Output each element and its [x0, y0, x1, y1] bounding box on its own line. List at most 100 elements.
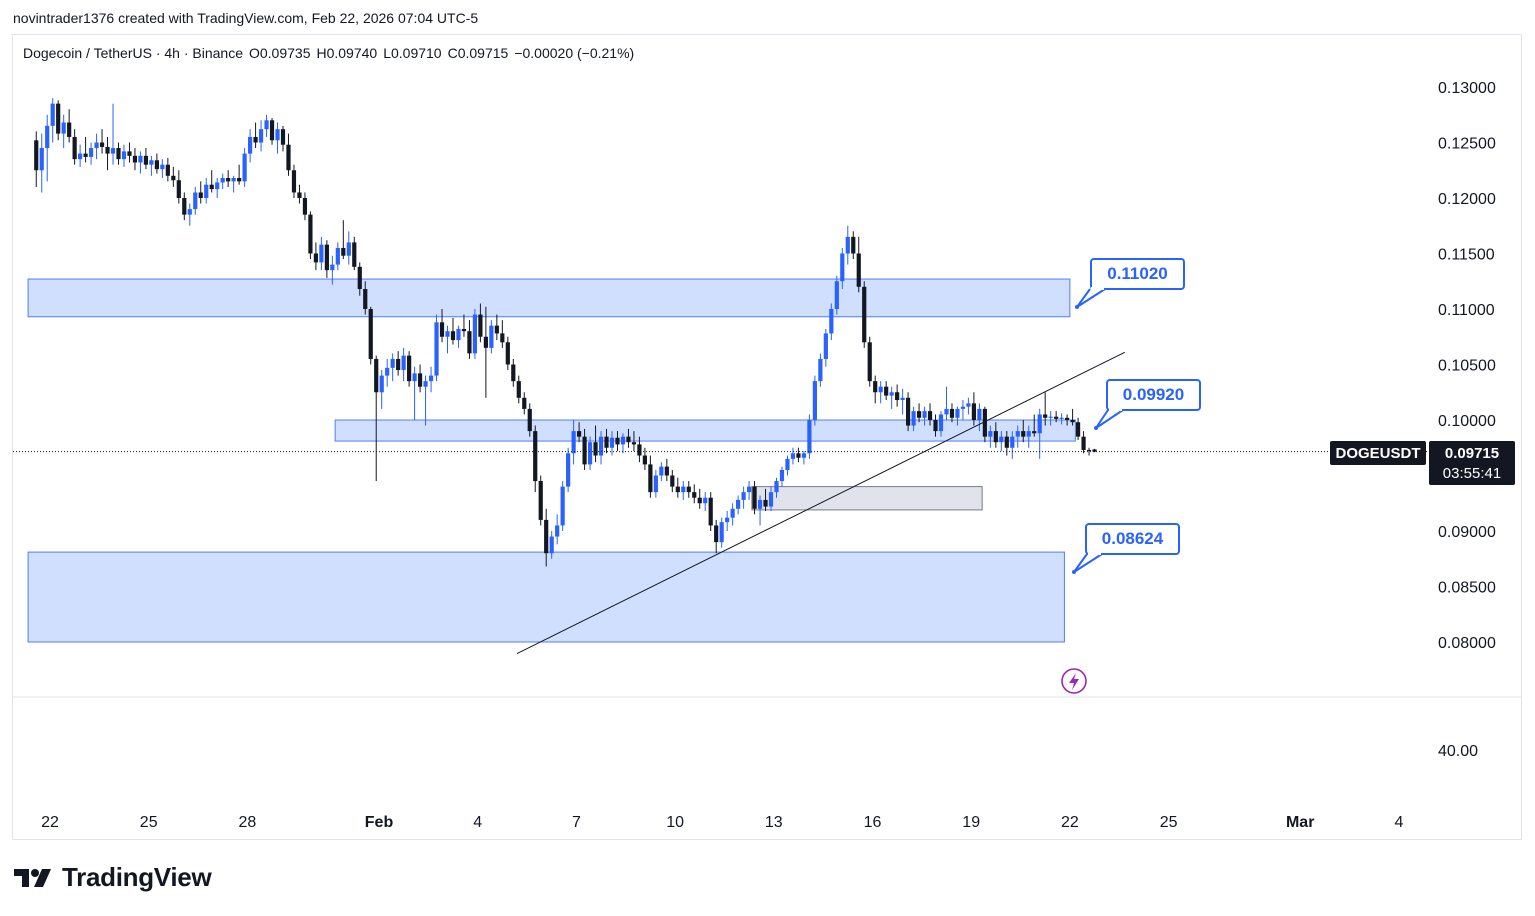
- candle[interactable]: [801, 451, 807, 465]
- price-callout[interactable]: 0.09920: [1094, 379, 1201, 430]
- candle[interactable]: [94, 133, 99, 160]
- candle[interactable]: [154, 153, 159, 174]
- candle[interactable]: [127, 142, 132, 163]
- candle[interactable]: [746, 481, 752, 500]
- candle[interactable]: [889, 386, 894, 409]
- candle[interactable]: [511, 358, 516, 387]
- candle[interactable]: [741, 486, 746, 509]
- candle[interactable]: [1015, 425, 1020, 448]
- candle[interactable]: [1037, 408, 1042, 459]
- candle[interactable]: [527, 403, 532, 437]
- candle[interactable]: [346, 231, 351, 265]
- candle[interactable]: [653, 469, 658, 498]
- candle[interactable]: [895, 384, 900, 407]
- candle[interactable]: [648, 455, 653, 498]
- candle[interactable]: [560, 481, 565, 531]
- candle[interactable]: [72, 129, 77, 165]
- candle[interactable]: [631, 431, 637, 452]
- candle[interactable]: [242, 148, 247, 187]
- candle[interactable]: [204, 178, 209, 204]
- candle[interactable]: [626, 428, 631, 448]
- candle[interactable]: [193, 186, 198, 215]
- candle[interactable]: [88, 142, 94, 165]
- candle[interactable]: [198, 181, 203, 204]
- tradingview-logo[interactable]: TradingView: [14, 862, 212, 893]
- candle[interactable]: [637, 436, 642, 463]
- candle[interactable]: [116, 142, 121, 165]
- candle[interactable]: [1092, 448, 1097, 453]
- candle[interactable]: [752, 481, 757, 515]
- candle[interactable]: [1065, 414, 1070, 426]
- candle[interactable]: [237, 164, 242, 185]
- candle[interactable]: [423, 375, 428, 426]
- candle[interactable]: [549, 531, 554, 559]
- candle[interactable]: [390, 353, 395, 382]
- candle[interactable]: [927, 403, 933, 426]
- candle[interactable]: [472, 309, 478, 359]
- candle[interactable]: [900, 388, 905, 415]
- candle[interactable]: [434, 314, 439, 382]
- candle[interactable]: [790, 447, 796, 465]
- candle[interactable]: [692, 484, 697, 504]
- candle[interactable]: [763, 488, 768, 512]
- candle[interactable]: [522, 392, 527, 415]
- candle[interactable]: [445, 325, 450, 354]
- candle[interactable]: [577, 422, 582, 443]
- candle[interactable]: [971, 392, 976, 426]
- candle[interactable]: [960, 400, 966, 420]
- candle[interactable]: [99, 129, 105, 154]
- candle[interactable]: [138, 151, 143, 174]
- candle[interactable]: [67, 109, 72, 143]
- candle[interactable]: [823, 328, 828, 367]
- mid-zone[interactable]: [334, 419, 1076, 442]
- candle[interactable]: [34, 131, 39, 187]
- candle[interactable]: [264, 114, 269, 137]
- candle[interactable]: [407, 351, 412, 387]
- candle[interactable]: [884, 381, 889, 401]
- candle[interactable]: [374, 355, 379, 482]
- candle[interactable]: [856, 236, 861, 293]
- candle[interactable]: [182, 192, 187, 221]
- candle[interactable]: [456, 325, 461, 348]
- candle[interactable]: [829, 303, 834, 341]
- candle[interactable]: [269, 118, 275, 145]
- candle[interactable]: [143, 148, 149, 170]
- candle[interactable]: [132, 148, 138, 171]
- candle[interactable]: [478, 303, 483, 343]
- candle[interactable]: [604, 428, 609, 454]
- candle[interactable]: [379, 370, 384, 409]
- candle[interactable]: [226, 170, 231, 187]
- candle[interactable]: [878, 381, 883, 404]
- candle[interactable]: [209, 170, 214, 193]
- candle[interactable]: [160, 159, 165, 179]
- candle[interactable]: [840, 247, 845, 290]
- candle[interactable]: [417, 364, 423, 393]
- candle[interactable]: [620, 433, 626, 454]
- candle[interactable]: [176, 170, 181, 204]
- candle[interactable]: [966, 397, 971, 415]
- candle[interactable]: [253, 122, 258, 149]
- candle[interactable]: [83, 136, 88, 163]
- candle[interactable]: [555, 514, 560, 545]
- candle[interactable]: [494, 314, 499, 341]
- candle[interactable]: [187, 203, 192, 226]
- candle[interactable]: [428, 366, 434, 393]
- candle[interactable]: [598, 431, 604, 465]
- candle[interactable]: [697, 488, 702, 509]
- candle[interactable]: [675, 477, 680, 498]
- candle[interactable]: [593, 425, 598, 463]
- candle[interactable]: [659, 462, 664, 482]
- candle[interactable]: [149, 155, 154, 176]
- candle[interactable]: [725, 511, 730, 531]
- candle[interactable]: [664, 458, 669, 482]
- candle[interactable]: [483, 306, 488, 398]
- candle[interactable]: [988, 425, 993, 448]
- candle[interactable]: [916, 403, 922, 423]
- candle[interactable]: [796, 447, 801, 463]
- candle[interactable]: [993, 422, 998, 448]
- candle[interactable]: [105, 136, 110, 171]
- candle[interactable]: [275, 122, 280, 154]
- candle[interactable]: [708, 492, 713, 531]
- candle[interactable]: [642, 447, 647, 470]
- candle[interactable]: [1081, 431, 1086, 454]
